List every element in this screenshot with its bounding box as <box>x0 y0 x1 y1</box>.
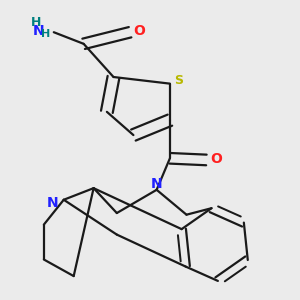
Text: S: S <box>174 74 183 88</box>
Text: O: O <box>134 24 145 38</box>
Text: N: N <box>151 177 162 191</box>
Text: N: N <box>46 196 58 210</box>
Text: O: O <box>210 152 222 166</box>
Text: H: H <box>31 16 42 29</box>
Text: N: N <box>33 24 45 38</box>
Text: H: H <box>41 29 50 39</box>
